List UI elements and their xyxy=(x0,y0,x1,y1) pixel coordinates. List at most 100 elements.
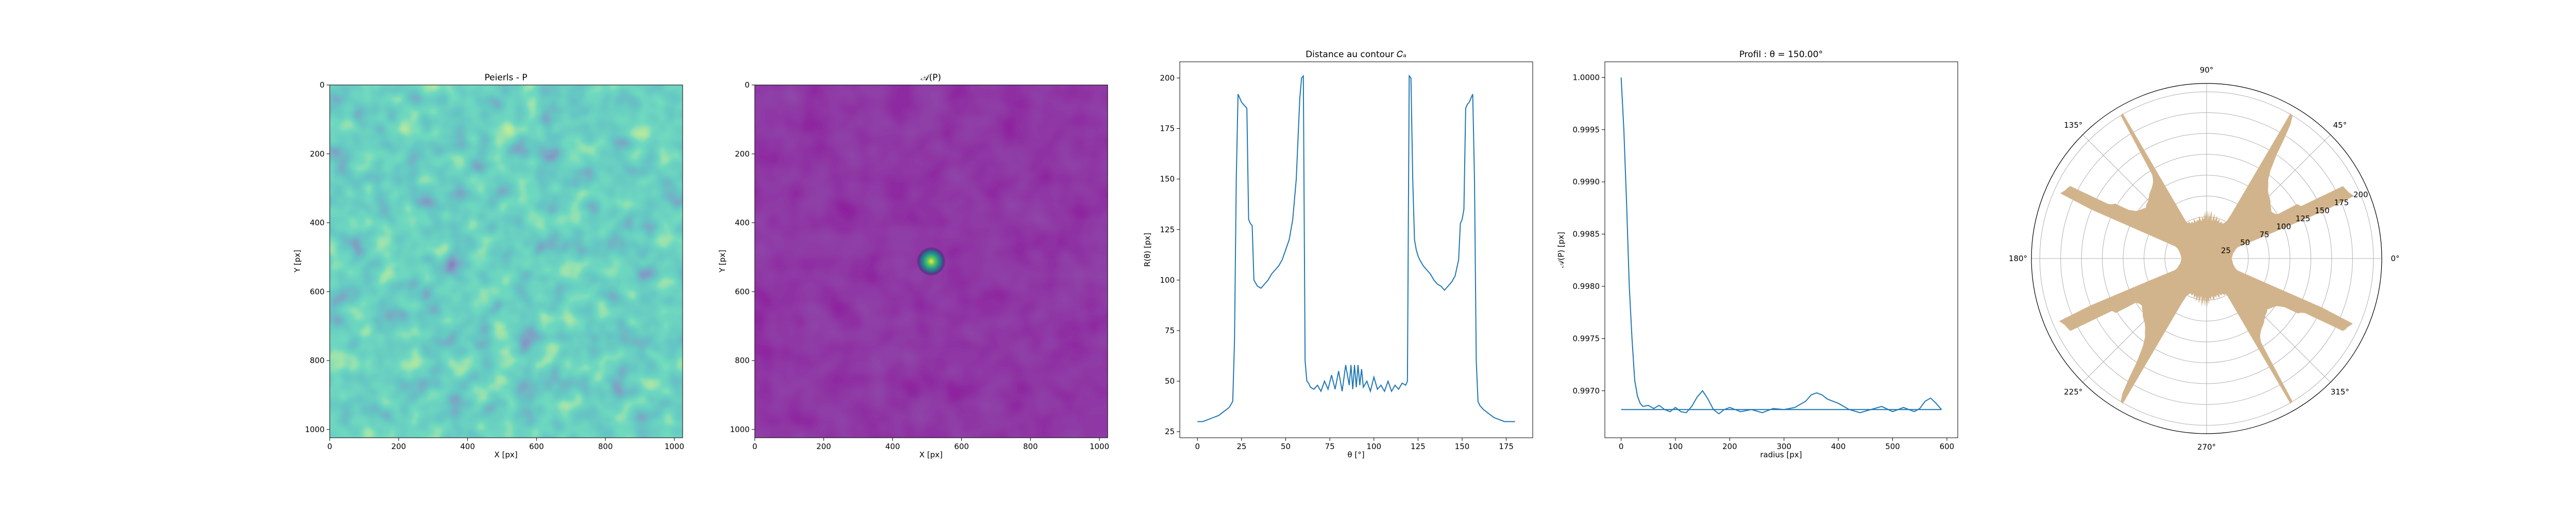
polar-angle-labels: 0° 45° 90° 135° 180° 225° 270° 315° xyxy=(2009,65,2400,452)
p3-y-tick-label: 200 xyxy=(1160,73,1175,82)
p1-x-tick-label: 800 xyxy=(598,442,613,451)
panel3-y-ticks: 25 50 75 100 125 150 175 200 xyxy=(1160,73,1180,436)
panel-polar: 0° 45° 90° 135° 180° 225° 270° 315° 25 50 75 100 12… xyxy=(2009,65,2400,452)
p4-y-tick-label: 0.9985 xyxy=(1573,230,1600,239)
panel1-heatmap xyxy=(330,85,683,438)
polar-angle-label: 225° xyxy=(2064,387,2082,397)
p4-x-tick-label: 200 xyxy=(1722,442,1737,451)
p1-y-tick-label: 400 xyxy=(310,218,325,228)
polar-angle-label: 90° xyxy=(2200,65,2214,75)
p3-y-tick-label: 125 xyxy=(1160,225,1175,234)
p3-y-tick-label: 175 xyxy=(1160,124,1175,133)
p3-x-tick-label: 150 xyxy=(1455,442,1470,451)
p3-x-tick-label: 0 xyxy=(1195,442,1200,451)
p4-y-tick-label: 1.0000 xyxy=(1573,73,1600,82)
p3-y-tick-label: 75 xyxy=(1165,326,1175,335)
polar-radius-label: 150 xyxy=(2315,206,2330,215)
polar-radius-label: 100 xyxy=(2276,222,2291,231)
p2-y-tick-label: 600 xyxy=(735,287,750,296)
p4-y-tick-label: 0.9980 xyxy=(1573,282,1600,291)
panel4-xlabel: radius [px] xyxy=(1760,450,1802,459)
p3-x-tick-label: 175 xyxy=(1499,442,1514,451)
p4-x-tick-label: 600 xyxy=(1940,442,1955,451)
panel2-x-ticks: 0 200 400 600 800 1000 xyxy=(752,438,1109,451)
polar-area xyxy=(2059,113,2354,404)
p4-y-tick-label: 0.9995 xyxy=(1573,125,1600,134)
p3-x-tick-label: 125 xyxy=(1411,442,1426,451)
polar-angle-label: 315° xyxy=(2331,387,2349,397)
p2-x-tick-label: 600 xyxy=(954,442,969,451)
panel1-xlabel: X [px] xyxy=(494,450,517,459)
panel1-y-ticks: 0 200 400 600 800 1000 xyxy=(305,80,330,434)
p3-x-tick-label: 25 xyxy=(1236,442,1246,451)
panel4-x-ticks: 0 100 200 300 400 500 600 xyxy=(1619,438,1954,451)
polar-radius-label: 175 xyxy=(2334,198,2349,208)
panel3-x-ticks: 0 25 50 75 100 125 150 175 xyxy=(1195,438,1514,451)
panel4-y-ticks: 0.9970 0.9975 0.9980 0.9985 0.9990 0.9995 1.00… xyxy=(1573,73,1605,396)
p1-y-tick-label: 800 xyxy=(310,356,325,365)
p2-y-tick-label: 800 xyxy=(735,356,750,365)
panel2-y-ticks: 0 200 400 600 800 1000 xyxy=(730,80,755,434)
panel-distance: Distance au contour 𝐶ₐ 0 25 50 75 100 125 150 1… xyxy=(1143,49,1533,459)
polar-angle-label: 270° xyxy=(2197,442,2216,452)
polar-radius-label: 50 xyxy=(2240,238,2250,247)
panel3-title: Distance au contour 𝐶ₐ xyxy=(1306,49,1406,60)
panel4-ylabel: 𝒜(P) [px] xyxy=(1556,232,1566,268)
p2-y-tick-label: 0 xyxy=(744,80,750,90)
panel2-title: 𝒜(P) xyxy=(921,73,941,83)
panel2-ylabel: Y [px] xyxy=(718,250,727,273)
p2-y-tick-label: 1000 xyxy=(730,425,750,434)
p2-x-tick-label: 200 xyxy=(816,442,831,451)
polar-radius-label: 25 xyxy=(2221,246,2231,255)
p1-y-tick-label: 600 xyxy=(310,287,325,296)
polar-angle-label: 45° xyxy=(2333,121,2347,130)
p3-y-tick-label: 100 xyxy=(1160,276,1175,285)
panel2-peak xyxy=(917,247,946,276)
p1-x-tick-label: 400 xyxy=(460,442,475,451)
polar-radius-label: 75 xyxy=(2260,230,2269,239)
p3-x-tick-label: 75 xyxy=(1325,442,1335,451)
panel2-xlabel: X [px] xyxy=(919,450,942,459)
polar-angle-label: 0° xyxy=(2391,254,2399,263)
p4-y-tick-label: 0.9990 xyxy=(1573,177,1600,186)
p2-x-tick-label: 400 xyxy=(885,442,900,451)
polar-angle-label: 135° xyxy=(2064,121,2082,130)
polar-radius-label: 200 xyxy=(2353,190,2368,199)
p1-x-tick-label: 200 xyxy=(391,442,406,451)
p4-x-tick-label: 300 xyxy=(1776,442,1791,451)
panel3-xlabel: θ [°] xyxy=(1347,450,1364,459)
polar-radius-labels: 25 50 75 100 125 150 175 200 xyxy=(2221,190,2368,255)
p4-x-tick-label: 0 xyxy=(1619,442,1624,451)
p1-x-tick-label: 0 xyxy=(327,442,332,451)
panel3-series-line xyxy=(1197,74,1515,422)
p2-y-tick-label: 400 xyxy=(735,218,750,228)
panel-profile: Profil : θ = 150.00° 0 100 200 300 400 500 600… xyxy=(1556,49,1958,459)
p3-y-tick-label: 150 xyxy=(1160,175,1175,184)
p4-x-tick-label: 400 xyxy=(1831,442,1846,451)
p4-x-tick-label: 100 xyxy=(1668,442,1683,451)
p1-y-tick-label: 0 xyxy=(319,80,325,90)
panel3-ylabel: R(θ) [px] xyxy=(1143,233,1152,267)
p1-x-tick-label: 1000 xyxy=(665,442,684,451)
panel-peierls: Peierls - P 0 200 400 600 800 1000 0 200 400 600… xyxy=(293,73,684,459)
p2-x-tick-label: 800 xyxy=(1023,442,1038,451)
panel4-series-line xyxy=(1620,77,1942,415)
polar-angle-label: 180° xyxy=(2009,254,2027,263)
panel1-title: Peierls - P xyxy=(484,73,527,83)
p2-y-tick-label: 200 xyxy=(735,149,750,159)
panel4-title: Profil : θ = 150.00° xyxy=(1739,49,1823,60)
p1-y-tick-label: 1000 xyxy=(305,425,325,434)
p4-x-tick-label: 500 xyxy=(1885,442,1900,451)
panel-ap-map: 𝒜(P) 0 200 400 600 800 1000 0 200 400 600 800 1000… xyxy=(718,73,1109,459)
p2-x-tick-label: 0 xyxy=(752,442,757,451)
p2-x-tick-label: 1000 xyxy=(1090,442,1109,451)
panel1-x-ticks: 0 200 400 600 800 1000 xyxy=(327,438,684,451)
p3-x-tick-label: 50 xyxy=(1281,442,1291,451)
p3-x-tick-label: 100 xyxy=(1366,442,1381,451)
p3-y-tick-label: 25 xyxy=(1165,427,1175,436)
p1-y-tick-label: 200 xyxy=(310,149,325,159)
p4-y-tick-label: 0.9970 xyxy=(1573,386,1600,396)
polar-radius-label: 125 xyxy=(2296,214,2311,224)
p4-y-tick-label: 0.9975 xyxy=(1573,334,1600,343)
